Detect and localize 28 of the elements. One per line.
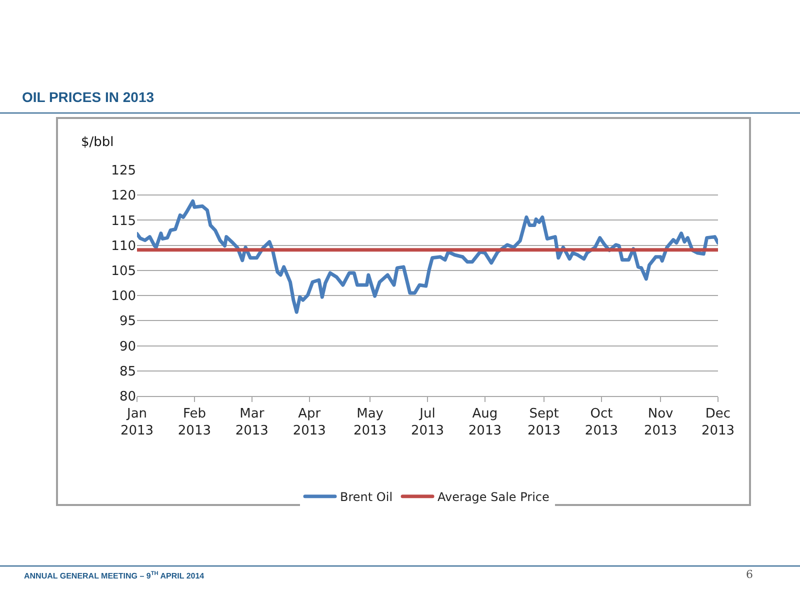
y-tick-label: 90 [119, 339, 136, 354]
x-tick-label: Jul 2013 [410, 406, 444, 438]
x-tick-label: Sept 2013 [527, 406, 561, 438]
x-tick-label: Nov 2013 [644, 406, 678, 438]
x-tick-label: Jan 2013 [120, 406, 154, 438]
y-tick-label: 115 [111, 214, 136, 229]
x-tick-label: Apr 2013 [292, 406, 326, 438]
y-axis-title: $/bbl [81, 135, 114, 150]
y-tick-label: 85 [119, 364, 136, 380]
legend-label: Brent Oil [340, 490, 393, 504]
y-tick-label: 80 [119, 390, 136, 405]
legend-label: Average Sale Price [438, 490, 550, 504]
y-tick-label: 95 [119, 314, 136, 330]
text: ANNUAL GENERAL MEETING – 9$^{TH}$ APRIL 2014 [24, 571, 205, 580]
x-tick-label: Mar 2013 [235, 406, 268, 438]
chart-title: OIL PRICES IN 2013 [22, 88, 154, 105]
y-tick-label: 120 [111, 188, 136, 204]
line-series [137, 199, 718, 314]
y-tick-label: 105 [111, 264, 136, 279]
text: 6 [746, 568, 753, 581]
x-tick-label: Feb 2013 [178, 406, 212, 438]
x-tick-label: Dec 2013 [701, 406, 735, 438]
x-tick-label: Oct 2013 [584, 406, 618, 438]
x-tick-label: May 2013 [353, 406, 387, 438]
y-tick-label: 110 [111, 238, 136, 254]
x-tick-label: Aug 2013 [468, 406, 502, 438]
y-tick-label: 125 [111, 164, 136, 179]
y-tick-label: 100 [111, 289, 136, 304]
